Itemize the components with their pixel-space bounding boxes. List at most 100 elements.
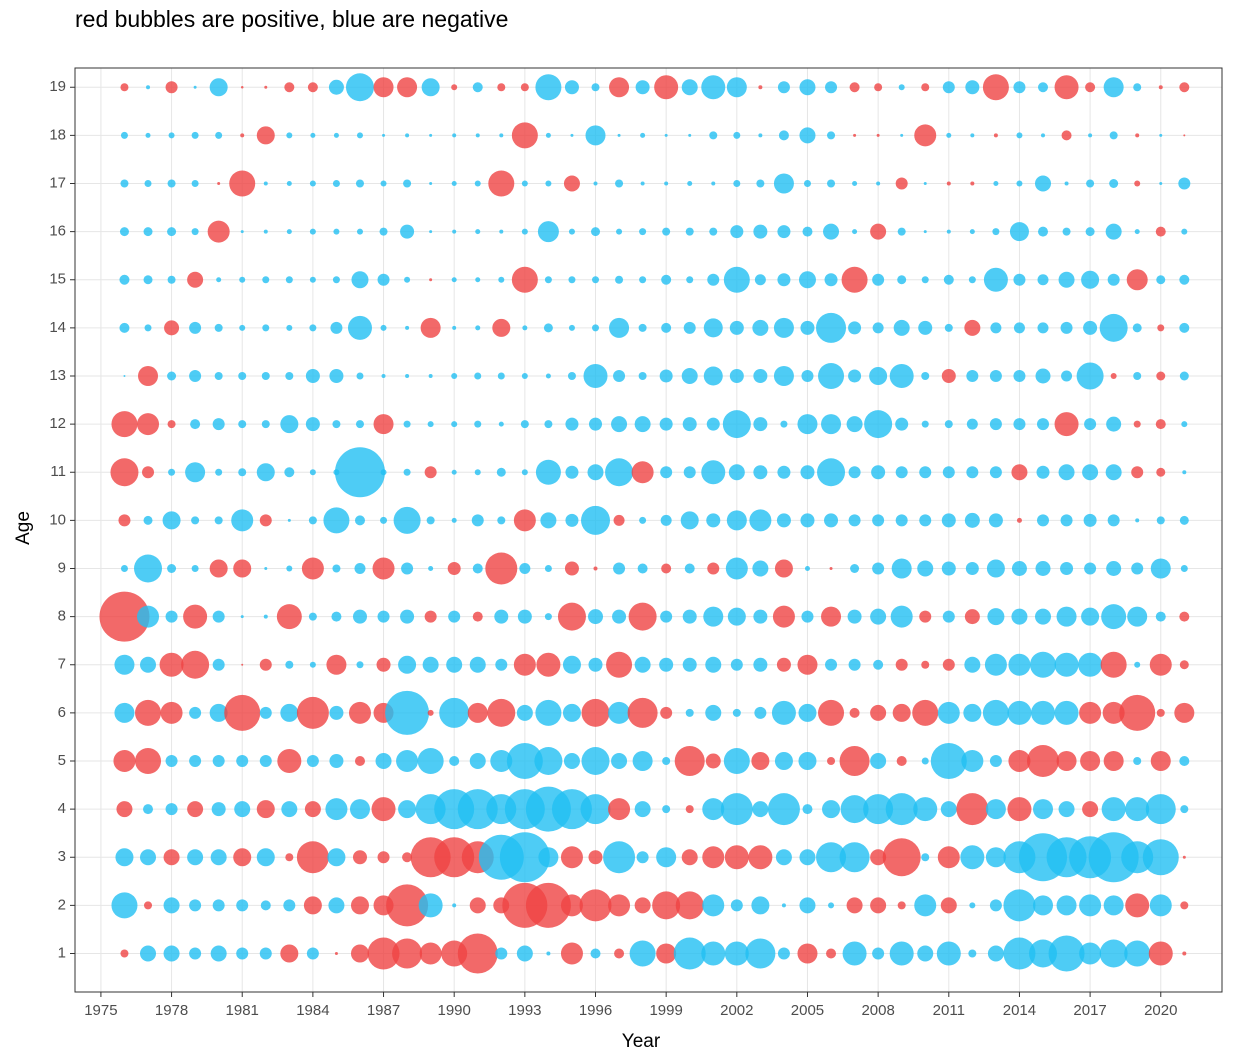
bubble xyxy=(262,276,270,284)
bubble xyxy=(1013,273,1026,286)
bubble xyxy=(944,323,953,332)
x-tick-label: 2017 xyxy=(1073,1002,1106,1019)
bubble xyxy=(1135,518,1140,523)
bubble xyxy=(140,945,157,962)
bubble xyxy=(521,180,528,187)
bubble xyxy=(277,749,302,773)
bubble xyxy=(236,755,249,767)
bubble xyxy=(134,554,163,583)
bubble xyxy=(429,133,433,137)
bubble xyxy=(940,801,957,818)
bubble xyxy=(825,81,838,94)
bubble xyxy=(332,180,340,187)
bubble xyxy=(1054,700,1079,725)
bubble xyxy=(723,748,750,774)
bubble xyxy=(588,609,604,625)
bubble xyxy=(848,321,862,335)
bubble xyxy=(144,180,152,187)
bubble xyxy=(309,661,316,668)
bubble xyxy=(371,797,396,822)
bubble xyxy=(681,368,698,384)
bubble xyxy=(818,699,845,726)
bubble xyxy=(472,82,483,93)
bubble xyxy=(261,372,270,380)
bubble xyxy=(628,602,657,631)
bubble xyxy=(965,562,979,575)
y-tick-label: 5 xyxy=(58,752,66,769)
bubble xyxy=(535,459,561,485)
bubble xyxy=(1016,180,1023,187)
bubble xyxy=(506,743,543,779)
bubble xyxy=(660,706,673,719)
bubble xyxy=(256,800,275,819)
bubble xyxy=(560,894,583,917)
bubble xyxy=(216,277,222,283)
bubble xyxy=(451,181,457,186)
bubble xyxy=(168,468,176,476)
bubble xyxy=(889,364,914,388)
bubble xyxy=(829,567,833,570)
bubble xyxy=(309,469,316,476)
bubble xyxy=(285,372,294,380)
bubble xyxy=(307,82,318,93)
bubble xyxy=(1178,177,1191,190)
bubble xyxy=(325,798,348,821)
bubble xyxy=(1182,855,1186,859)
bubble xyxy=(259,658,272,671)
bubble xyxy=(703,318,723,338)
bubble xyxy=(167,179,176,188)
bubble xyxy=(1080,751,1101,771)
bubble xyxy=(327,848,346,867)
bubble xyxy=(402,852,413,863)
bubble xyxy=(892,703,911,722)
bubble xyxy=(660,610,673,623)
bubble xyxy=(730,658,743,671)
bubble xyxy=(215,468,223,476)
bubble xyxy=(381,374,386,378)
bubble xyxy=(1127,606,1148,627)
bubble xyxy=(276,604,302,630)
bubble xyxy=(1179,515,1189,525)
bubble xyxy=(613,514,625,526)
bubble xyxy=(305,417,320,432)
bubble xyxy=(936,941,961,966)
bubble xyxy=(1007,700,1032,725)
bubble xyxy=(135,699,162,726)
bubble xyxy=(1082,801,1099,818)
bubble xyxy=(285,276,293,284)
bubble xyxy=(1183,134,1186,137)
bubble xyxy=(1041,133,1046,138)
bubble xyxy=(309,324,317,332)
bubble xyxy=(681,849,698,866)
bubble xyxy=(167,420,176,429)
bubble xyxy=(544,276,552,284)
bubble xyxy=(497,83,506,92)
bubble xyxy=(1058,271,1075,288)
bubble xyxy=(895,466,908,479)
bubble xyxy=(329,754,344,768)
bubble xyxy=(1106,416,1122,432)
bubble xyxy=(191,131,199,139)
bubble xyxy=(613,562,626,575)
bubble xyxy=(181,650,210,679)
bubble xyxy=(685,708,694,717)
bubble xyxy=(286,132,293,139)
bubble xyxy=(1110,373,1117,379)
bubble xyxy=(567,372,576,380)
bubble xyxy=(349,799,370,820)
bubble xyxy=(285,853,294,862)
bubble xyxy=(773,366,794,386)
bubble xyxy=(281,801,298,818)
bubble xyxy=(1131,466,1144,479)
bubble xyxy=(209,78,228,97)
bubble xyxy=(823,223,840,240)
bubble xyxy=(165,755,178,767)
bubble xyxy=(914,124,937,147)
bubble xyxy=(516,704,533,721)
bubble xyxy=(870,704,887,721)
bubble xyxy=(870,897,887,914)
bubble xyxy=(751,752,770,770)
bubble xyxy=(758,133,763,138)
bubble xyxy=(800,513,815,528)
bubble xyxy=(662,805,671,814)
